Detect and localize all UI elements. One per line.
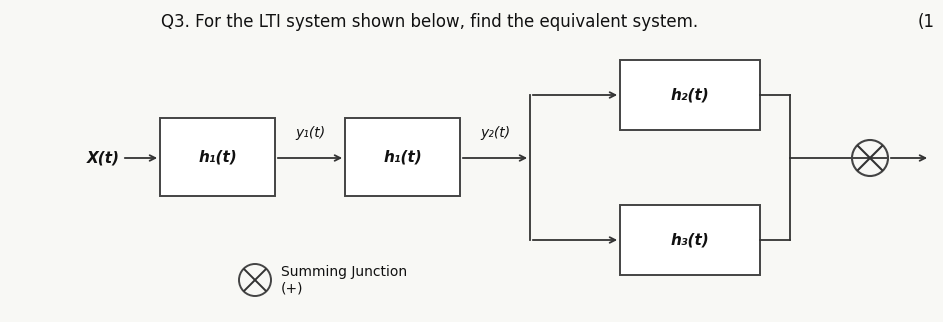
FancyBboxPatch shape [620,60,760,130]
Text: (1: (1 [918,13,935,31]
Text: Summing Junction
(+): Summing Junction (+) [281,265,407,295]
Text: h₃(t): h₃(t) [670,232,709,248]
Text: y₂(t): y₂(t) [480,126,510,140]
Text: X(t): X(t) [87,150,120,166]
FancyBboxPatch shape [345,118,460,196]
Text: h₁(t): h₁(t) [198,149,237,165]
Text: h₁(t): h₁(t) [383,149,422,165]
FancyBboxPatch shape [620,205,760,275]
Text: y₁(t): y₁(t) [295,126,325,140]
FancyBboxPatch shape [160,118,275,196]
Text: h₂(t): h₂(t) [670,88,709,102]
Text: Q3. For the LTI system shown below, find the equivalent system.: Q3. For the LTI system shown below, find… [161,13,699,31]
